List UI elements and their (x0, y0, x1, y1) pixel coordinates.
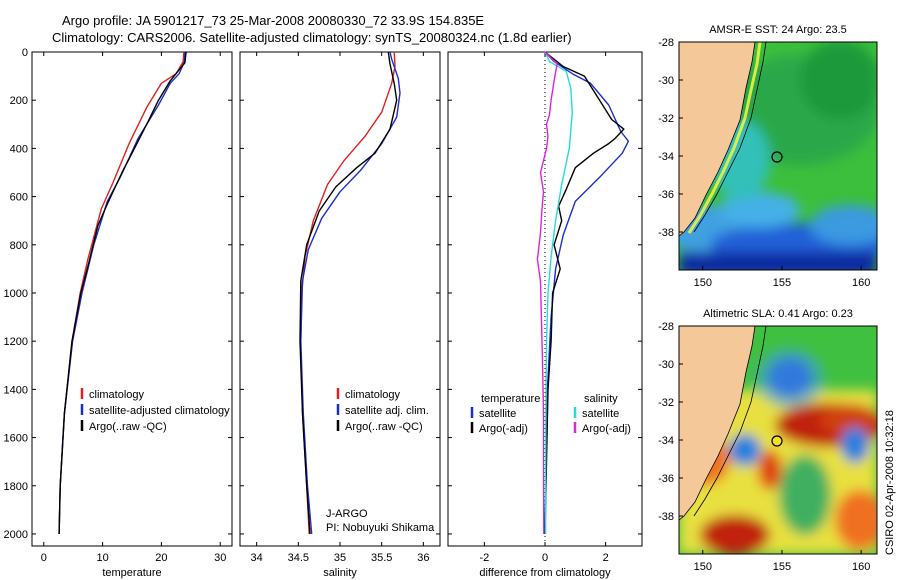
difference-legend-label: Argo(-adj) (479, 423, 528, 435)
depth-tick-label: 2000 (4, 529, 28, 541)
sst-map-title: AMSR-E SST: 24 Argo: 23.5 (709, 24, 847, 36)
temperature-xtick-label: 10 (96, 552, 108, 564)
sst-map-ytick-label: -38 (658, 227, 674, 239)
difference-legend-label: satellite (582, 408, 619, 420)
difference-series-line-2 (544, 51, 573, 534)
sla-map-xtick-label: 160 (852, 561, 870, 573)
difference-series-line-1 (544, 51, 625, 535)
depth-tick-label: 1600 (4, 433, 28, 445)
salinity-annotation: PI: Nobuyuki Shikama (326, 522, 435, 534)
difference-legend-label: salinity (584, 393, 618, 405)
sst-map-panel: AMSR-E SST: 24 Argo: 23.5 150 155 160 -28 -3… (658, 24, 878, 289)
temperature-xtick-label: 20 (155, 552, 167, 564)
salinity-series-line-1 (300, 51, 401, 535)
salinity-plot-area (239, 51, 441, 547)
sst-map-xtick-label: 150 (694, 277, 712, 289)
difference-xtick-label: -2 (479, 552, 489, 564)
sla-map-ytick-label: -28 (658, 321, 674, 333)
sst-map-xtick-label: 160 (852, 277, 870, 289)
difference-series-line-3 (536, 51, 558, 535)
sla-map-ytick-label: -36 (658, 473, 674, 485)
depth-tick-label: 1800 (4, 481, 28, 493)
difference-series-line-0 (544, 51, 630, 535)
temperature-plot-area (31, 51, 233, 547)
sla-map-panel: Altimetric SLA: 0.41 Argo: 0.23 (658, 308, 878, 573)
temperature-legend-label: climatology (89, 389, 145, 401)
depth-tick-label: 1200 (4, 336, 28, 348)
sst-map-ytick-label: -28 (658, 37, 674, 49)
sst-map-ytick-label: -30 (658, 75, 674, 87)
sst-profile-marker (771, 151, 783, 163)
depth-tick-label: 600 (10, 192, 28, 204)
temperature-panel: 0 10 20 30 temperature 0 200 400 600 800 1000 1200 1… (4, 47, 233, 579)
difference-panel: -2 0 2 difference from climatology temperatu… (447, 51, 643, 579)
temperature-xtick-label: 30 (214, 552, 226, 564)
salinity-xlabel: salinity (323, 567, 357, 579)
salinity-series-line-2 (299, 51, 398, 535)
difference-xtick-label: 2 (603, 552, 609, 564)
sla-map-ytick-label: -38 (658, 511, 674, 523)
depth-tick-label: 400 (10, 143, 28, 155)
sla-map-ytick-label: -34 (658, 435, 674, 447)
salinity-legend-label: Argo(..raw -QC) (345, 421, 423, 433)
difference-xtick-label: 0 (542, 552, 548, 564)
salinity-xtick-label: 34.5 (288, 552, 309, 564)
depth-tick-label: 1400 (4, 384, 28, 396)
sst-map-ytick-label: -36 (658, 189, 674, 201)
sst-map-ytick-label: -34 (658, 151, 674, 163)
temperature-legend-label: satellite-adjusted climatology (89, 405, 230, 417)
temperature-xtick-label: 0 (41, 552, 47, 564)
salinity-xtick-label: 34 (251, 552, 263, 564)
header-line2: Climatology: CARS2006. Satellite-adjuste… (52, 30, 572, 45)
difference-legend-label: temperature (481, 393, 540, 405)
difference-xlabel: difference from climatology (479, 567, 611, 579)
temperature-legend-label: Argo(..raw -QC) (89, 421, 167, 433)
salinity-xtick-label: 35 (334, 552, 346, 564)
depth-tick-label: 1000 (4, 288, 28, 300)
depth-tick-label: 800 (10, 240, 28, 252)
sst-map-xtick-label: 155 (773, 277, 791, 289)
difference-legend-label: Argo(-adj) (582, 423, 631, 435)
depth-tick-label: 0 (22, 47, 28, 59)
temperature-series-line-2 (58, 51, 187, 535)
sla-profile-marker (771, 435, 783, 447)
salinity-annotation: J-ARGO (326, 508, 368, 520)
sla-map-ytick-label: -32 (658, 397, 674, 409)
salinity-legend-label: climatology (345, 389, 401, 401)
side-label: CSIRO 02-Apr-2008 10:32:18 (884, 410, 896, 555)
temperature-xlabel: temperature (102, 567, 161, 579)
salinity-xtick-label: 36 (417, 552, 429, 564)
sst-field (679, 42, 877, 270)
difference-legend-label: satellite (479, 408, 516, 420)
depth-tick-label: 200 (10, 95, 28, 107)
sla-map-xtick-label: 150 (694, 561, 712, 573)
header-line1: Argo profile: JA 5901217_73 25-Mar-2008 … (62, 13, 484, 28)
sst-map-ytick-label: -32 (658, 113, 674, 125)
sla-map-xtick-label: 155 (773, 561, 791, 573)
salinity-legend-label: satellite adj. clim. (345, 405, 429, 417)
salinity-xtick-label: 35.5 (371, 552, 392, 564)
sla-map-ytick-label: -30 (658, 359, 674, 371)
sla-map-title: Altimetric SLA: 0.41 Argo: 0.23 (703, 308, 853, 320)
salinity-panel: 34 34.5 35 35.5 36 salinity climatology satelli… (239, 51, 441, 579)
sla-field (679, 326, 877, 554)
